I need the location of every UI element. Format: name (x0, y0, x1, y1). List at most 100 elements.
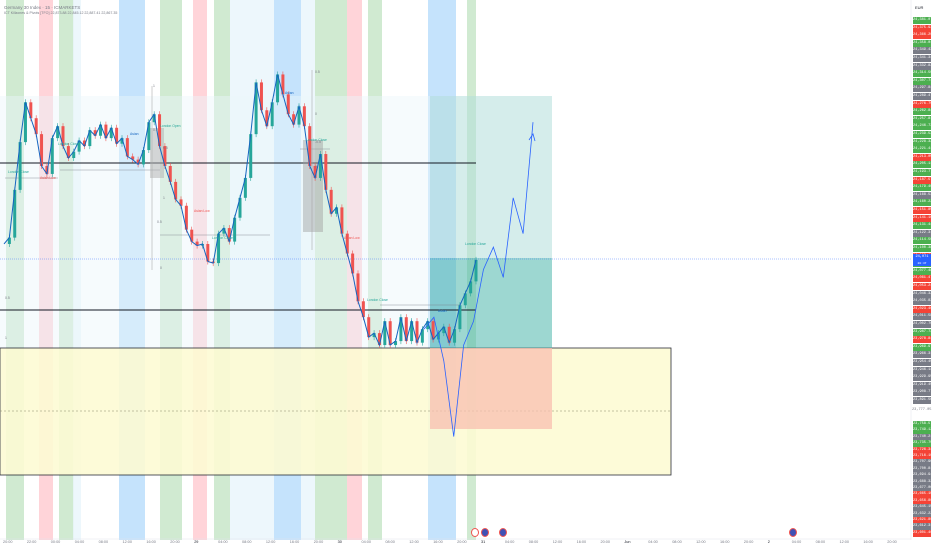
price-axis-label: 24,358.01 (913, 39, 932, 47)
candle-body (308, 126, 312, 166)
price-axis-label: 23,919.45 (913, 381, 932, 389)
session-annotation: London Close (306, 138, 327, 142)
candle-body (265, 110, 269, 127)
candle-body (7, 237, 11, 244)
price-axis-label: 24,002.79 (913, 321, 932, 328)
candle-body (302, 106, 306, 127)
candle-body (254, 82, 258, 135)
time-axis-label: 08:00 (528, 540, 539, 544)
candle-body (227, 228, 231, 242)
projection-path (423, 122, 534, 437)
event-marker-icon[interactable] (481, 528, 489, 537)
time-axis-label: 20:00 (457, 540, 467, 544)
price-axis-label: 24,114.59 (913, 237, 932, 245)
candle-body (238, 197, 242, 218)
candle-body (136, 159, 140, 165)
candle-body (179, 199, 183, 206)
candle-body (420, 329, 424, 343)
candle-body (340, 207, 344, 234)
price-axis-label: 24,061.47 (913, 275, 932, 283)
price-axis-label: 24,122.31 (913, 229, 932, 237)
candle-body (458, 305, 462, 330)
time-axis-label: 04:00 (648, 540, 658, 544)
candle-body (442, 326, 446, 334)
candle-body (447, 326, 451, 343)
candle-body (394, 341, 398, 346)
price-axis-label: 23,946.14 (913, 366, 932, 374)
time-axis-label: 00:00 (50, 540, 61, 544)
event-marker-icon[interactable] (471, 528, 479, 537)
price-axis-label: 24,349.43 (913, 47, 932, 55)
time-axis-label: 12:00 (409, 540, 419, 544)
price-axis-label: 23,665.19 (913, 491, 932, 499)
candle-body (29, 102, 33, 119)
candle-body (383, 321, 387, 346)
fib-level-label: 1 (163, 196, 165, 200)
candle-body (217, 233, 221, 264)
price-axis-label: 23,688.32 (913, 478, 932, 486)
price-axis-label: 24,100.38 (913, 245, 932, 252)
price-axis-label: 24,160.22 (913, 199, 932, 207)
candle-body (141, 150, 145, 165)
fib-level-label: -0.5 (315, 140, 321, 144)
price-axis-label: 23,929.95 (913, 374, 932, 382)
candle-body (99, 124, 103, 136)
candle-body (56, 126, 60, 139)
session-annotation: Asian Low (40, 176, 56, 180)
fib-level-label: 0 (315, 165, 317, 169)
current-price-badge: 24,071 (913, 254, 931, 261)
current-price-timer: 20:47 (913, 261, 931, 266)
candle-body (377, 333, 381, 346)
gray-range-block (303, 140, 323, 232)
currency-label: EUR (915, 5, 924, 10)
price-axis-label: 24,131.44 (913, 222, 932, 230)
candle-body (163, 146, 167, 166)
chart-title: Germany 30 Index · 15 · ICMARKETS (4, 5, 81, 10)
price-axis-label: 23,707.96 (913, 459, 932, 467)
time-axis-label: 08:00 (385, 540, 395, 544)
fib-level-label: 0 (315, 112, 317, 116)
candle-body (131, 156, 135, 160)
candle-body (109, 127, 113, 139)
event-marker-icon[interactable] (499, 528, 507, 537)
session-annotation: Asian (130, 132, 139, 136)
fib-level-label: 0.5 (315, 70, 320, 74)
time-axis-label: 12:00 (696, 540, 706, 544)
candle-body (13, 189, 17, 238)
time-axis-label: 08:00 (98, 540, 109, 544)
candle-body (18, 142, 22, 190)
time-axis-label: 16:00 (433, 540, 443, 544)
candle-body (270, 102, 274, 127)
candle-body (190, 229, 194, 242)
price-axis-label: 23,621.80 (913, 517, 932, 524)
price-axis-label: 23,716.19 (913, 453, 932, 460)
time-axis-label: 08:00 (672, 540, 682, 544)
candle-body (174, 181, 178, 200)
price-axis-label: 24,332.82 (913, 62, 932, 70)
price-axis-label: 23,891.56 (913, 397, 932, 404)
time-axis-label: 31 (481, 540, 486, 544)
price-axis-label: 24,046.32 (913, 290, 932, 298)
candle-body (474, 259, 478, 282)
candle-body (361, 301, 365, 318)
price-axis-label: 23,677.06 (913, 485, 932, 492)
price-axis-label: 24,221.41 (913, 146, 932, 154)
candle-body (463, 293, 467, 306)
fib-level-label: 0.5 (153, 128, 158, 132)
time-axis-label: 22:00 (26, 540, 37, 544)
price-axis-label: 23,726.34 (913, 446, 932, 454)
time-axis-label: 2 (767, 540, 770, 544)
candle-body (431, 321, 435, 340)
time-axis-label: 20:00 (743, 540, 754, 544)
time-axis-label: 08:00 (242, 540, 252, 544)
time-axis-label: 16:00 (146, 540, 156, 544)
price-axis-label: 23,969.97 (913, 343, 932, 351)
time-axis-label: 12:00 (839, 540, 850, 544)
candle-body (297, 106, 301, 125)
candle-body (410, 321, 414, 342)
candle-body (115, 127, 119, 144)
event-marker-icon[interactable] (789, 528, 797, 537)
time-axis-label: 12:00 (122, 540, 133, 544)
